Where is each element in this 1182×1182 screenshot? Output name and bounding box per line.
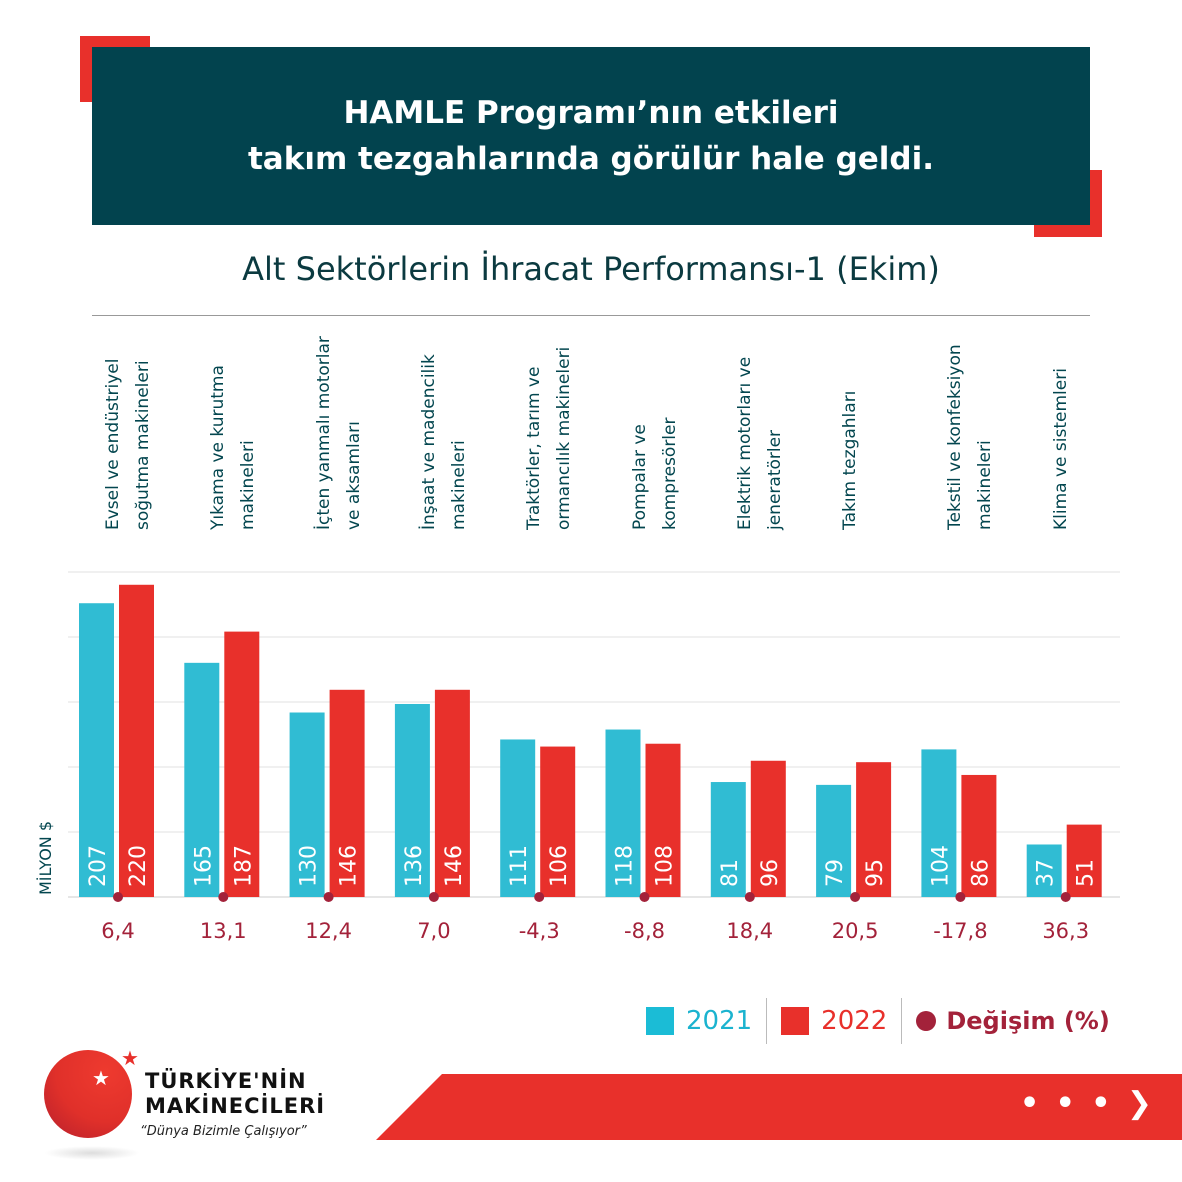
bar-value-label: 220 [126, 845, 151, 887]
logo-shadow [44, 1146, 140, 1160]
change-dot [850, 892, 861, 902]
bar-2021 [605, 729, 641, 897]
bar-value-label: 146 [337, 845, 362, 887]
change-value-label: 36,3 [1042, 919, 1089, 943]
legend-label-change: Değişim (%) [946, 1007, 1110, 1035]
change-dot [955, 892, 966, 902]
bar-value-label: 79 [823, 859, 848, 887]
footer-banner [376, 1074, 1182, 1140]
bar-2021 [816, 784, 852, 897]
bar-2022 [1066, 824, 1102, 897]
bar-2022 [224, 631, 260, 897]
logo-text-1: TÜRKİYE'NİN [145, 1069, 307, 1093]
bar-value-label: 51 [1074, 859, 1099, 887]
header-banner: HAMLE Programı’nın etkileri takım tezgah… [92, 47, 1090, 225]
corner-accent [1090, 170, 1102, 237]
corner-accent [80, 36, 150, 47]
change-value-label: 6,4 [101, 919, 134, 943]
chart-title: Alt Sektörlerin İhracat Performansı-1 (E… [242, 250, 940, 288]
bar-2021 [394, 703, 430, 897]
legend-swatch-2022 [781, 1007, 810, 1035]
change-dot [1060, 892, 1071, 902]
divider [92, 315, 1090, 316]
change-dot [323, 892, 334, 902]
bar-2021 [1026, 844, 1062, 897]
change-dot [534, 892, 545, 902]
legend: 2021 2022 Değişim (%) [632, 998, 1124, 1044]
star-icon: ★ [92, 1066, 110, 1090]
legend-label-2022: 2022 [821, 1006, 888, 1036]
bar-value-label: 81 [718, 859, 743, 887]
bar-chart: 207 220 6,4 165 187 13,1 130 146 12,4 136 146 7,0 11… [68, 571, 1120, 943]
bar-2021 [184, 662, 220, 897]
bar-value-label: 37 [1034, 859, 1059, 887]
corner-accent [80, 36, 92, 102]
change-value-label: -8,8 [624, 919, 665, 943]
star-icon: ★ [121, 1046, 139, 1070]
legend-separator [901, 998, 903, 1044]
legend-change: Değişim (%) [902, 1007, 1123, 1035]
arrow-right-icon[interactable]: • • • ❯ [1020, 1086, 1155, 1121]
bar-2021 [289, 712, 325, 897]
bar-value-label: 118 [613, 845, 638, 887]
legend-2021: 2021 [632, 1006, 766, 1036]
bar-value-label: 96 [758, 859, 783, 887]
change-dot [218, 892, 229, 902]
change-dot [639, 892, 650, 902]
change-dot [113, 892, 123, 902]
bar-value-label: 95 [863, 859, 888, 887]
change-value-label: -4,3 [519, 919, 560, 943]
change-value-label: 18,4 [726, 919, 773, 943]
legend-dot-change [916, 1011, 937, 1031]
bar-value-label: 86 [968, 859, 993, 887]
bar-2022 [119, 584, 154, 897]
header-line-2: takım tezgahlarında görülür hale geldi. [247, 141, 935, 177]
legend-2022: 2022 [767, 1006, 901, 1036]
bar-value-label: 136 [402, 845, 427, 887]
bar-2021 [79, 603, 114, 897]
bar-2022 [961, 774, 997, 897]
change-value-label: 20,5 [832, 919, 879, 943]
bar-2021 [500, 739, 536, 897]
bar-value-label: 104 [928, 845, 953, 887]
bar-2021 [921, 749, 957, 897]
change-value-label: 12,4 [305, 919, 352, 943]
logo-emblem [44, 1050, 132, 1138]
legend-swatch-2021 [646, 1007, 674, 1035]
bar-2022 [645, 743, 681, 897]
bar-value-label: 106 [547, 845, 572, 887]
change-value-label: 13,1 [200, 919, 247, 943]
logo-slogan: “Dünya Bizimle Çalışıyor” [140, 1124, 307, 1139]
corner-accent [1034, 225, 1102, 237]
bar-2022 [540, 746, 576, 897]
bar-2022 [434, 689, 470, 897]
change-dot [744, 892, 755, 902]
logo-text-2: MAKİNECİLERİ [145, 1094, 326, 1118]
bar-value-label: 146 [442, 845, 467, 887]
legend-separator [766, 998, 768, 1044]
bar-2022 [329, 689, 365, 897]
bar-2022 [856, 762, 892, 897]
bar-2021 [710, 782, 746, 897]
bar-value-label: 165 [191, 845, 216, 887]
bar-value-label: 111 [507, 845, 532, 887]
change-value-label: 7,0 [417, 919, 450, 943]
bar-value-label: 130 [297, 845, 322, 887]
bar-value-label: 207 [86, 845, 111, 887]
bar-value-label: 187 [231, 845, 256, 887]
bar-value-label: 108 [653, 845, 678, 887]
change-value-label: -17,8 [933, 919, 987, 943]
header-line-1: HAMLE Programı’nın etkileri [343, 95, 839, 131]
bar-2022 [750, 760, 786, 897]
legend-label-2021: 2021 [686, 1006, 753, 1036]
change-dot [428, 892, 439, 902]
